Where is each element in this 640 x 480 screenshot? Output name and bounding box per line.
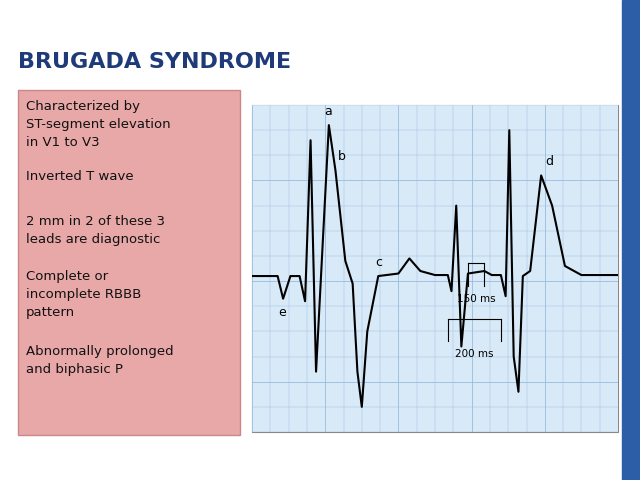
Text: Complete or
incomplete RBBB
pattern: Complete or incomplete RBBB pattern — [26, 270, 141, 319]
Text: b: b — [338, 150, 346, 163]
Text: 200 ms: 200 ms — [455, 349, 493, 359]
Bar — [252, 105, 618, 432]
Text: Abnormally prolonged
and biphasic P: Abnormally prolonged and biphasic P — [26, 345, 173, 376]
Bar — [18, 90, 240, 435]
Bar — [622, 0, 640, 480]
Text: 150 ms: 150 ms — [457, 294, 495, 304]
Text: Characterized by
ST-segment elevation
in V1 to V3: Characterized by ST-segment elevation in… — [26, 100, 171, 149]
Text: e: e — [278, 306, 286, 319]
Text: d: d — [545, 155, 553, 168]
Text: a: a — [324, 105, 332, 118]
Text: c: c — [375, 255, 382, 268]
Text: 2 mm in 2 of these 3
leads are diagnostic: 2 mm in 2 of these 3 leads are diagnosti… — [26, 215, 165, 246]
Text: Inverted T wave: Inverted T wave — [26, 170, 134, 183]
Text: BRUGADA SYNDROME: BRUGADA SYNDROME — [18, 52, 291, 72]
